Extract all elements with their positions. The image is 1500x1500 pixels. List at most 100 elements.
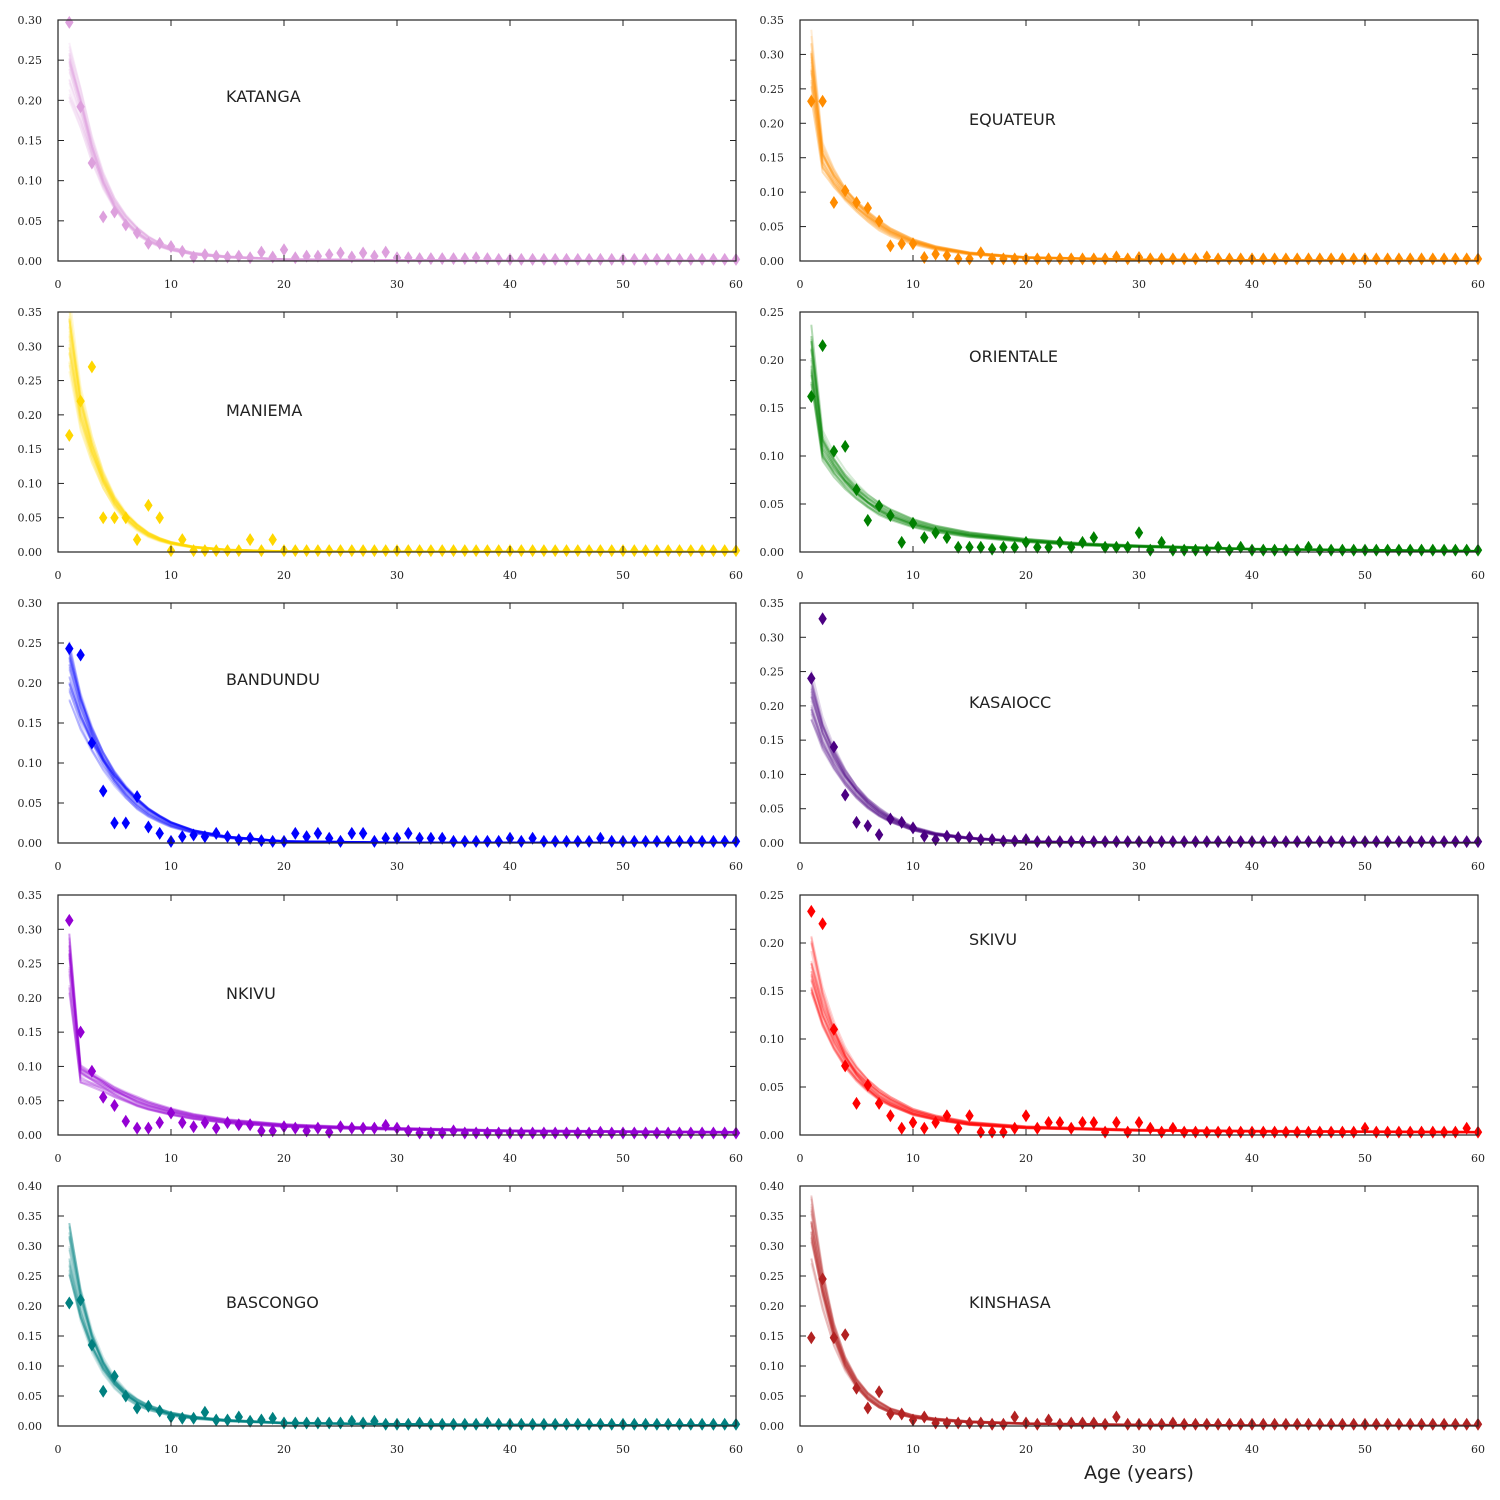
data-point [358, 544, 368, 558]
data-point [1213, 1125, 1223, 1139]
data-point [1259, 1417, 1268, 1431]
x-tick-label: 10 [164, 569, 178, 582]
data-point [87, 736, 97, 750]
panel-equateur: 0 10 20 30 40 50 60 0.00 0.05 0.10 0.15 0.20 0.25 0.3… [760, 14, 1486, 291]
data-point [675, 544, 684, 558]
data-point [404, 826, 413, 840]
data-point [200, 1405, 210, 1419]
data-point [1236, 540, 1245, 554]
data-point [1383, 835, 1392, 849]
y-tick-label: 0.35 [760, 597, 785, 610]
data-point [1383, 543, 1392, 557]
x-tick-label: 30 [1132, 1443, 1146, 1456]
x-tick-label: 50 [616, 860, 630, 873]
fit-curve [810, 82, 1478, 261]
data-point [987, 252, 997, 266]
data-point [573, 1126, 582, 1140]
fit-curve [68, 1236, 736, 1426]
data-point [517, 252, 526, 266]
x-tick-label: 0 [55, 860, 62, 873]
data-point [863, 513, 872, 527]
data-point [76, 1025, 85, 1039]
x-tick-label: 10 [164, 1443, 178, 1456]
y-tick-label: 0.05 [760, 221, 785, 234]
panel-kinshasa: 0 10 20 30 40 50 60 0.00 0.05 0.10 0.15 0.20 0.25 0.3… [760, 1180, 1486, 1456]
data-point [1146, 252, 1155, 266]
region-label-kasaiocc: KASAIOCC [969, 693, 1051, 712]
fit-curves-katanga [68, 42, 736, 261]
fit-curve [68, 1272, 736, 1426]
data-point [517, 544, 526, 558]
data-point [1067, 1121, 1076, 1135]
fit-curve [810, 52, 1478, 261]
data-point [268, 1124, 277, 1138]
fit-curve [68, 343, 736, 552]
data-point [471, 1126, 481, 1140]
data-point [212, 249, 221, 263]
data-point [144, 820, 153, 834]
x-tick-label: 0 [55, 569, 62, 582]
data-point [1270, 835, 1279, 849]
data-point [494, 834, 503, 848]
x-tick-label: 60 [1471, 1443, 1485, 1456]
y-tick-label: 0.30 [18, 14, 43, 27]
data-point [1100, 540, 1110, 554]
fit-curve [68, 71, 736, 261]
data-point [965, 1109, 974, 1123]
data-point [1394, 543, 1404, 557]
data-point [976, 833, 985, 847]
fit-curve [68, 58, 736, 261]
data-point [1451, 543, 1460, 557]
data-point [1383, 1125, 1392, 1139]
data-point [920, 1410, 929, 1424]
data-point [1304, 540, 1313, 554]
data-point [234, 833, 243, 847]
data-point [370, 544, 379, 558]
fit-curve [68, 326, 736, 552]
data-point [1202, 543, 1211, 557]
data-point [987, 833, 997, 847]
x-tick-label: 10 [906, 278, 920, 291]
data-point [818, 917, 827, 931]
data-point [1406, 1417, 1415, 1431]
data-point [1293, 1417, 1302, 1431]
data-point [886, 239, 895, 253]
data-point [686, 1126, 695, 1140]
fit-curve [68, 658, 736, 843]
data-point [829, 740, 839, 754]
x-tick-label: 30 [1132, 569, 1146, 582]
data-point [863, 201, 872, 215]
data-point [886, 812, 895, 826]
fit-curve [810, 324, 1478, 552]
data-point [584, 252, 594, 266]
data-point [415, 252, 424, 266]
data-point [132, 790, 142, 804]
fit-curve [810, 1220, 1478, 1426]
fit-curve [68, 1238, 736, 1426]
data-point [1202, 835, 1211, 849]
data-point [874, 1096, 884, 1110]
data-point [1372, 252, 1381, 266]
fit-curve [810, 693, 1478, 843]
y-tick-label: 0.00 [760, 255, 785, 268]
y-tick-label: 0.15 [18, 717, 43, 730]
fit-curve [810, 706, 1478, 843]
data-point [438, 252, 447, 266]
data-point [641, 544, 650, 558]
fit-curve [810, 1195, 1478, 1426]
data-point [189, 828, 198, 842]
axes-frame [799, 1185, 1479, 1427]
data-point [1462, 543, 1471, 557]
data-point [347, 1121, 356, 1135]
data-point [189, 1120, 198, 1134]
data-point [1202, 1125, 1211, 1139]
data-point [897, 815, 906, 829]
data-point [1259, 1125, 1268, 1139]
data-point [1293, 543, 1302, 557]
x-tick-label: 10 [164, 860, 178, 873]
data-point [573, 1417, 582, 1431]
data-point [1406, 835, 1415, 849]
y-tick-label: 0.15 [760, 734, 785, 747]
data-point [65, 642, 74, 656]
data-point [415, 1416, 424, 1430]
